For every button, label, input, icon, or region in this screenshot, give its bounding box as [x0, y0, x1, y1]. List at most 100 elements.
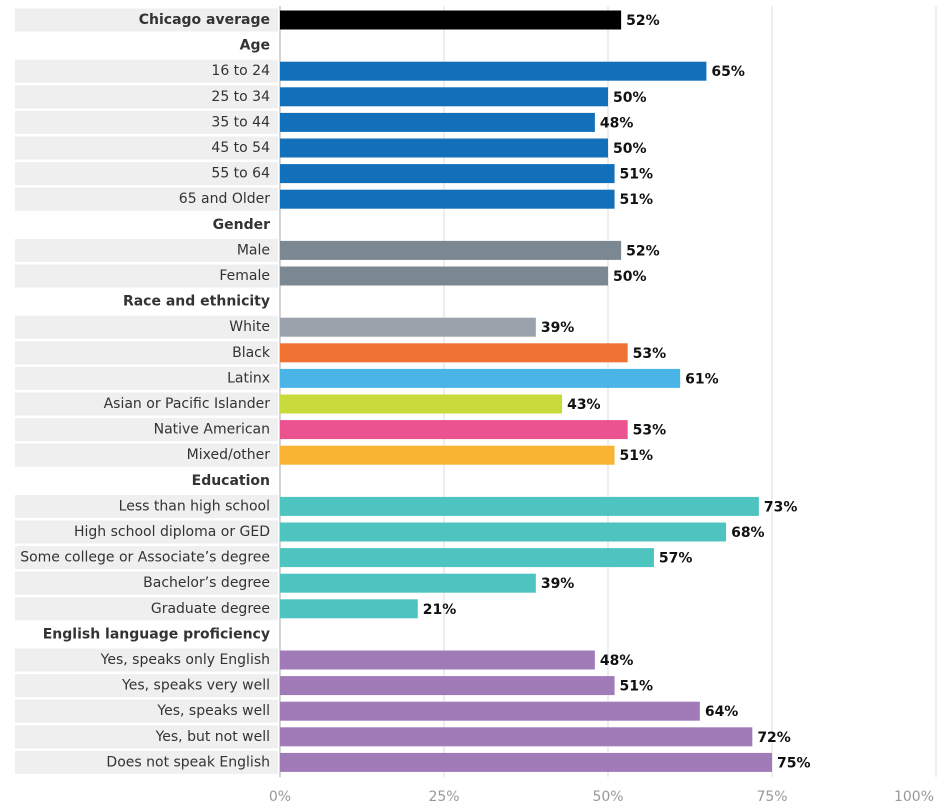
label-bg [15, 85, 278, 109]
group-header: Race and ethnicity [123, 294, 270, 310]
y-tick-label: Yes, speaks very well [121, 678, 270, 694]
group-header: Gender [213, 217, 270, 233]
value-label: 43% [567, 397, 601, 413]
value-label: 48% [600, 653, 634, 669]
bar [280, 343, 628, 363]
x-tick-label: 75% [756, 789, 787, 805]
value-label: 61% [685, 371, 719, 387]
value-label: 53% [633, 346, 667, 362]
bar [280, 61, 707, 81]
y-tick-label: Yes, speaks well [156, 703, 270, 719]
y-tick-label: 35 to 44 [211, 114, 270, 130]
label-bg [15, 699, 278, 723]
y-tick-label: 65 and Older [179, 191, 270, 207]
label-bg [15, 520, 278, 544]
label-bg [15, 571, 278, 595]
value-label: 64% [705, 704, 739, 720]
value-label: 68% [731, 525, 765, 541]
y-tick-label: White [229, 319, 270, 335]
y-tick-label: 16 to 24 [211, 63, 270, 79]
label-bg [15, 648, 278, 672]
y-tick-label: Yes, but not well [155, 729, 270, 745]
group-header: Age [240, 38, 270, 54]
value-label: 51% [620, 679, 654, 695]
bar [280, 650, 595, 670]
label-bg [15, 315, 278, 339]
bar [280, 701, 700, 721]
bar [280, 752, 772, 772]
value-label: 50% [613, 269, 647, 285]
value-label: 51% [620, 448, 654, 464]
bar [280, 368, 681, 388]
y-tick-label: High school diploma or GED [74, 524, 270, 540]
value-label: 52% [626, 13, 660, 29]
value-label: 51% [620, 192, 654, 208]
x-tick-label: 0% [269, 789, 291, 805]
y-tick-label: Graduate degree [151, 601, 270, 617]
y-tick-label: 25 to 34 [211, 89, 270, 105]
bar [280, 599, 418, 619]
label-bg [15, 238, 278, 262]
bar [280, 420, 628, 440]
label-bg [15, 597, 278, 621]
value-label: 52% [626, 243, 660, 259]
y-tick-label: 45 to 54 [211, 140, 270, 156]
label-bg [15, 8, 278, 32]
bar [280, 496, 759, 516]
value-label: 48% [600, 115, 634, 131]
label-bg [15, 136, 278, 160]
label-bg [15, 443, 278, 467]
bar [280, 317, 536, 337]
y-tick-label: Asian or Pacific Islander [104, 396, 271, 412]
value-label: 50% [613, 141, 647, 157]
value-label: 57% [659, 551, 693, 567]
label-bg [15, 418, 278, 442]
y-tick-label: Less than high school [119, 498, 270, 514]
value-label: 75% [777, 755, 811, 771]
bar [280, 676, 615, 696]
bar [280, 87, 608, 107]
value-label: 73% [764, 499, 798, 515]
bar [280, 164, 615, 184]
label-bg [15, 725, 278, 749]
label-bg [15, 264, 278, 288]
label-bg [15, 59, 278, 83]
value-label: 21% [423, 602, 457, 618]
bar [280, 266, 608, 286]
value-label: 39% [541, 320, 575, 336]
label-bg [15, 187, 278, 211]
bar [280, 522, 727, 542]
bar [280, 548, 654, 568]
y-tick-label: Latinx [227, 370, 270, 386]
x-tick-label: 50% [592, 789, 623, 805]
value-label: 51% [620, 167, 654, 183]
bar [280, 112, 595, 132]
y-tick-label: Does not speak English [106, 754, 270, 770]
bar [280, 10, 622, 30]
value-label: 72% [757, 730, 791, 746]
label-bg [15, 366, 278, 390]
value-label: 65% [711, 64, 745, 80]
label-bg [15, 341, 278, 365]
y-tick-label: Native American [154, 422, 270, 438]
label-bg [15, 750, 278, 774]
x-tick-label: 100% [894, 789, 934, 805]
y-tick-label: 55 to 64 [211, 166, 270, 182]
group-header: English language proficiency [43, 626, 270, 642]
label-bg [15, 392, 278, 416]
y-tick-label: Mixed/other [187, 447, 271, 463]
label-bg [15, 494, 278, 518]
label-bg [15, 162, 278, 186]
bar [280, 240, 622, 260]
y-tick-label: Yes, speaks only English [100, 652, 270, 668]
group-header: Education [192, 473, 270, 489]
bar [280, 727, 753, 747]
bar [280, 189, 615, 209]
x-tick-label: 25% [428, 789, 459, 805]
value-label: 53% [633, 423, 667, 439]
y-tick-label: Bachelor’s degree [143, 575, 270, 591]
label-bg [15, 110, 278, 134]
y-tick-label: Some college or Associate’s degree [20, 550, 270, 566]
